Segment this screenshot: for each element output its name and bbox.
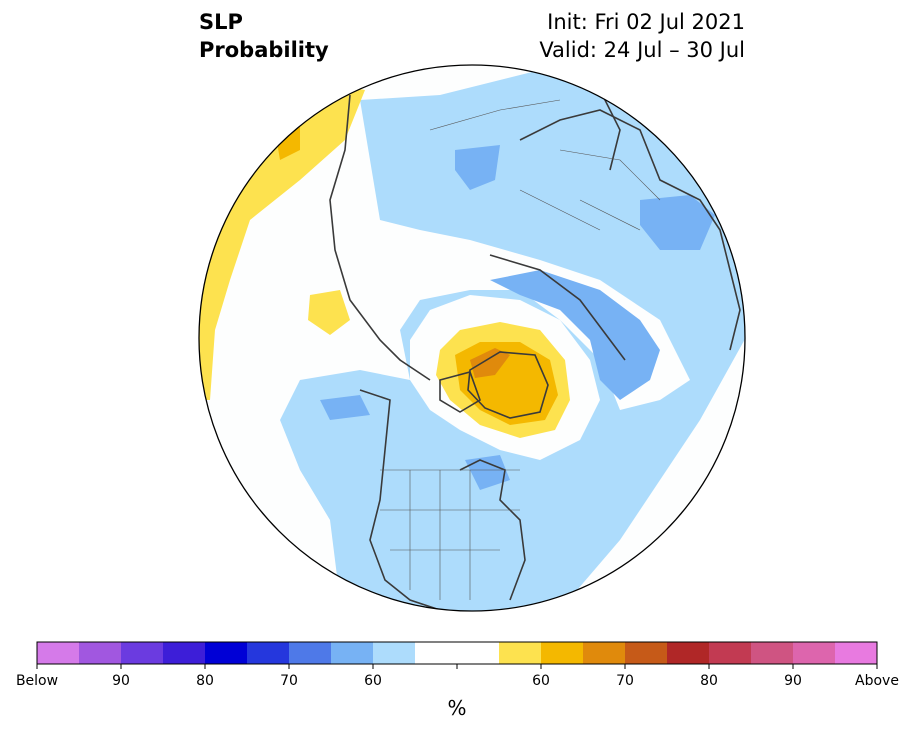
init-date: Init: Fri 02 Jul 2021: [547, 10, 745, 34]
colorbar: [36, 641, 878, 669]
colorbar-swatch: [583, 642, 626, 664]
map-title: SLP Probability: [199, 8, 329, 64]
colorbar-tick-label: 80: [196, 673, 214, 689]
colorbar-swatch: [751, 642, 794, 664]
borders: [380, 99, 661, 600]
colorbar-swatch: [247, 642, 290, 664]
map-dates: Init: Fri 02 Jul 2021 Valid: 24 Jul – 30…: [539, 8, 745, 64]
below-region-medium-hudson: [465, 455, 510, 490]
colorbar-tick-label: Above: [855, 673, 899, 689]
colorbar-swatch: [793, 642, 836, 664]
colorbar-swatch: [121, 642, 164, 664]
coastlines: [329, 89, 741, 611]
colorbar-tick-label: 70: [280, 673, 298, 689]
colorbar-tick-label: 90: [112, 673, 130, 689]
colorbar-swatch: [835, 642, 878, 664]
colorbar-swatch: [37, 642, 80, 664]
colorbar-tick-label: 70: [616, 673, 634, 689]
below-region-medium-siberia: [455, 145, 500, 190]
colorbar-swatch: [289, 642, 332, 664]
colorbar-swatch: [331, 642, 374, 664]
below-region-medium-scandinavia: [640, 195, 715, 250]
colorbar-swatch: [499, 642, 542, 664]
colorbar-swatch: [415, 642, 458, 664]
colorbar-tick-label: 60: [532, 673, 550, 689]
colorbar-swatch: [667, 642, 710, 664]
below-region-medium-atlantic: [490, 270, 660, 400]
colorbar-swatch: [709, 642, 752, 664]
colorbar-tick-label: 80: [700, 673, 718, 689]
above-region-bering: [308, 290, 350, 335]
title-product: Probability: [199, 38, 329, 62]
colorbar-swatch: [163, 642, 206, 664]
title-variable: SLP: [199, 10, 243, 34]
colorbar-swatch: [457, 642, 500, 664]
above-region-greenland-70: [470, 348, 510, 378]
colorbar-swatch: [625, 642, 668, 664]
colorbar-swatch: [541, 642, 584, 664]
colorbar-swatch: [373, 642, 416, 664]
colorbar-tick-label: Below: [15, 673, 59, 689]
below-region-medium-alaska: [320, 395, 370, 420]
colorbar-tick-label: 90: [784, 673, 802, 689]
forecast-field: [199, 65, 745, 611]
colorbar-swatch: [79, 642, 122, 664]
colorbar-swatch: [205, 642, 248, 664]
colorbar-tick-label: 60: [364, 673, 382, 689]
valid-range: Valid: 24 Jul – 30 Jul: [539, 38, 745, 62]
map-boundary: [198, 64, 746, 612]
colorbar-unit: %: [447, 696, 467, 720]
